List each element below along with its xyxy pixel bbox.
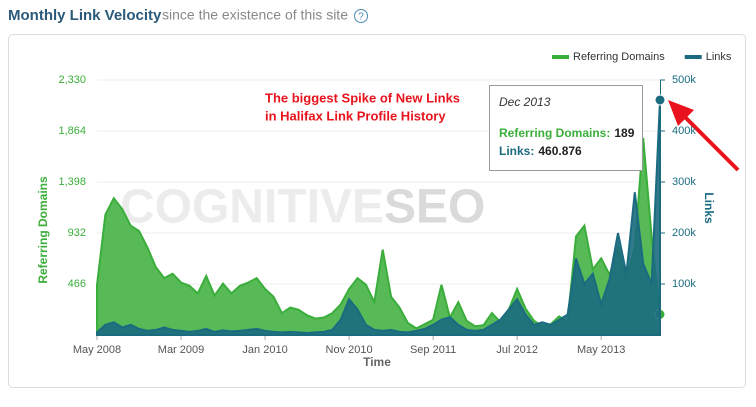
point-marker [654,94,666,106]
tooltip-date: Dec 2013 [499,95,551,109]
help-icon[interactable] [354,9,368,23]
subtitle: since the existence of this site [162,7,348,23]
x-tick-label: Jan 2010 [242,344,287,356]
arrow [678,110,740,172]
watermark: COGNITIVE [120,181,384,234]
x-tick-label: Jul 2012 [496,344,538,356]
x-tick-label: Nov 2010 [326,344,373,356]
tooltip [489,85,643,171]
y-tick-label: 1,864 [58,125,86,137]
tooltip-colon: : [606,126,610,140]
x-tick-label: May 2013 [577,344,625,356]
arrow-head [668,100,694,126]
tooltip-series: Links [499,144,531,158]
y2-tick-label: 500k [672,74,696,86]
y-tick-label: 1,398 [58,176,86,188]
title: Monthly Link Velocity [8,7,162,24]
y-tick-label: 2,330 [58,74,86,86]
x-axis-title: Time [363,355,391,369]
watermark: SEO [384,181,485,234]
tooltip-colon: : [530,144,534,158]
tooltip-series: Referring Domains [499,126,607,140]
annotation: The biggest Spike of New Links [265,90,460,105]
y-tick-label: 466 [68,278,86,290]
y2-tick-label: 200k [672,227,696,239]
area [96,99,661,336]
x-tick-label: May 2008 [73,344,121,356]
y2-tick-label: 400k [672,125,696,137]
help-text[interactable]: ? [358,12,364,23]
legend-label[interactable]: Links [706,51,732,63]
legend-label[interactable]: Referring Domains [573,51,665,63]
x-tick-label: Mar 2009 [158,344,204,356]
y-tick-label: 932 [68,227,86,239]
annotation: in Halifax Link Profile History [265,108,446,123]
tooltip-value: 460.876 [538,144,582,158]
x-tick-label: Sep 2011 [410,344,456,356]
y2-tick-label: 100k [672,278,696,290]
plot [96,79,666,340]
y-axis-title: Referring Domains [36,176,50,284]
y2-tick-label: 300k [672,176,696,188]
y2-axis-title: Links [702,192,716,224]
tooltip-value: 189 [614,126,634,140]
